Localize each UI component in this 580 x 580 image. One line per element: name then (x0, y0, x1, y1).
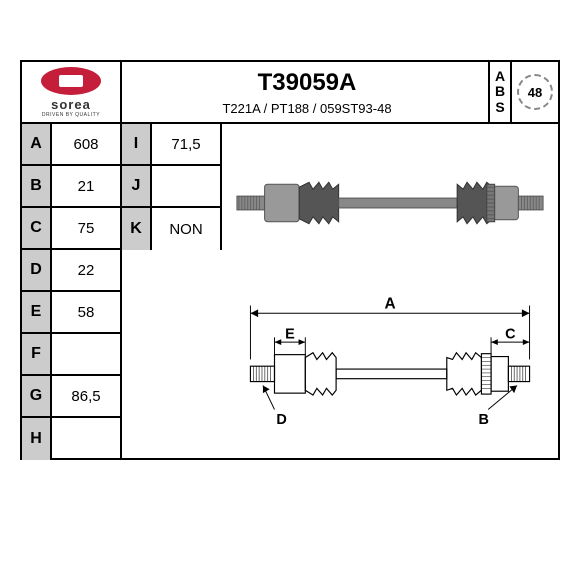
spec-val: 22 (52, 250, 122, 290)
spec-key: E (22, 292, 52, 332)
dim-a: A (384, 295, 395, 312)
spec-val: 71,5 (152, 124, 222, 164)
spec-val: NON (152, 208, 222, 250)
spec-key: J (122, 166, 152, 206)
specs-table-right: I71,5 J KNON (122, 124, 222, 250)
spec-key: G (22, 376, 52, 416)
svg-text:E: E (285, 326, 295, 342)
spec-key: C (22, 208, 52, 248)
spec-val (52, 334, 122, 374)
spec-val (52, 418, 122, 460)
brand-tagline: DRIVEN BY QUALITY (42, 112, 100, 118)
title-box: T39059A T221A / PT188 / 059ST93-48 (122, 62, 492, 124)
svg-text:D: D (276, 412, 286, 428)
spec-key: A (22, 124, 52, 164)
spec-val: 21 (52, 166, 122, 206)
svg-text:B: B (479, 412, 489, 428)
spec-key: K (122, 208, 152, 250)
svg-text:C: C (505, 326, 516, 342)
abs-box: A B S 48 (488, 62, 558, 124)
spec-key: F (22, 334, 52, 374)
shaft-photo (232, 134, 548, 274)
part-refs: T221A / PT188 / 059ST93-48 (222, 101, 391, 116)
logo-mark (41, 67, 101, 95)
shaft-schematic: A (232, 294, 548, 448)
abs-label: A B S (490, 62, 512, 122)
spec-key: B (22, 166, 52, 206)
brand-name: sorea (51, 97, 91, 112)
spec-val: 75 (52, 208, 122, 248)
brand-logo: sorea DRIVEN BY QUALITY (22, 62, 122, 124)
spec-key: I (122, 124, 152, 164)
spec-val (152, 166, 222, 206)
spec-val: 86,5 (52, 376, 122, 416)
specs-table-left: A608 B21 C75 D22 E58 F G86,5 H (22, 124, 122, 460)
spec-key: D (22, 250, 52, 290)
part-number: T39059A (258, 69, 357, 97)
abs-value: 48 (517, 74, 553, 110)
diagram-area: A (222, 124, 558, 458)
abs-gear-icon: 48 (512, 62, 558, 122)
spec-key: H (22, 418, 52, 460)
spec-val: 58 (52, 292, 122, 332)
spec-val: 608 (52, 124, 122, 164)
